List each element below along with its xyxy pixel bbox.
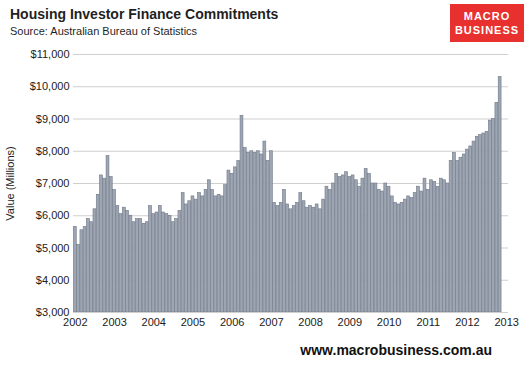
svg-text:2007: 2007 <box>259 316 283 328</box>
svg-text:$6,000: $6,000 <box>36 209 70 221</box>
svg-text:2008: 2008 <box>298 316 322 328</box>
svg-text:$4,000: $4,000 <box>36 274 70 286</box>
html-text:Housing Investor Finance Commi: Housing Investor Finance Commitments <box>10 6 279 22</box>
svg-text:$10,000: $10,000 <box>30 80 70 92</box>
html-text:www.macrobusiness.com.au: www.macrobusiness.com.au <box>300 342 492 358</box>
svg-text:2005: 2005 <box>181 316 205 328</box>
svg-text:2009: 2009 <box>338 316 362 328</box>
svg-text:2002: 2002 <box>63 316 87 328</box>
svg-text:$3,000: $3,000 <box>35 306 70 318</box>
html-text:Source: Australian Bureau of S: Source: Australian Bureau of Statistics <box>10 25 198 37</box>
svg-text:2010: 2010 <box>377 316 401 328</box>
svg-text:2004: 2004 <box>142 316 166 328</box>
svg-text:2003: 2003 <box>102 316 126 328</box>
svg-text:Value (Millions): Value (Millions) <box>4 146 16 220</box>
svg-text:2011: 2011 <box>416 316 440 328</box>
svg-text:$11,000: $11,000 <box>31 48 70 60</box>
svg-text:$7,000: $7,000 <box>36 177 70 189</box>
svg-text:$8,000: $8,000 <box>36 145 70 157</box>
svg-text:$9,000: $9,000 <box>36 113 70 125</box>
svg-text:2006: 2006 <box>220 316 244 328</box>
svg-text:2012: 2012 <box>455 316 479 328</box>
html-text:MACRO: MACRO <box>463 10 511 22</box>
html-text:BUSINESS: BUSINESS <box>454 24 520 36</box>
svg-text:$5,000: $5,000 <box>36 242 70 254</box>
svg-text:2013: 2013 <box>494 316 518 328</box>
